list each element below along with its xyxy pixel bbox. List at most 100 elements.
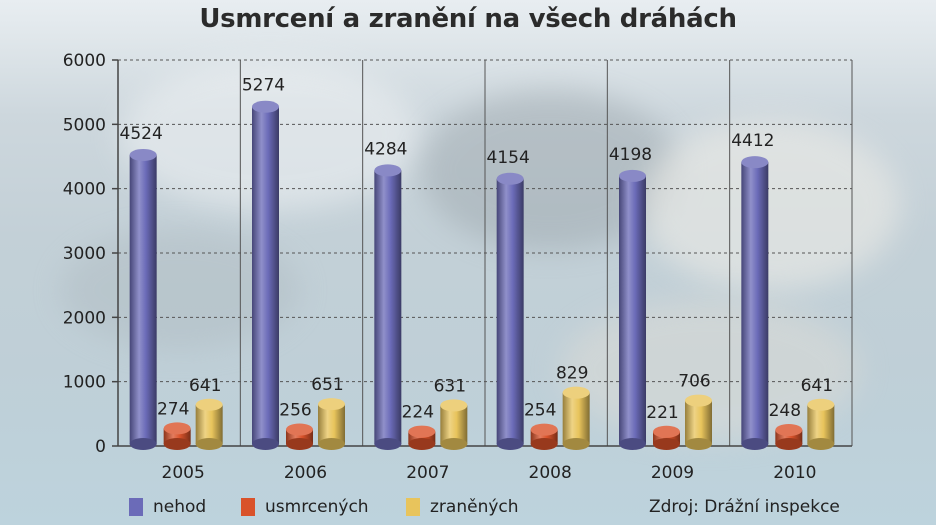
bar-body [741, 162, 769, 445]
bar-body [195, 404, 223, 444]
bar-body [318, 404, 345, 444]
data-label: 641 [189, 376, 221, 396]
bar-base [619, 438, 646, 450]
bar-usmrcených-2009 [653, 425, 680, 450]
bar-usmrcených-2007 [408, 425, 436, 450]
x-tick-label: 2005 [162, 463, 205, 483]
data-label: 274 [157, 399, 189, 419]
bar-base [530, 438, 558, 450]
bar-base [163, 438, 191, 450]
bar-base [496, 438, 524, 450]
y-tick-label: 0 [95, 437, 106, 457]
data-label: 4154 [487, 148, 530, 168]
bar-chart: 0100020003000400050006000452427464120055… [63, 51, 853, 483]
data-label: 706 [678, 372, 710, 392]
bar-body [496, 178, 524, 444]
data-label: 254 [524, 401, 556, 421]
bar-base [286, 438, 313, 450]
bar-top [741, 156, 769, 169]
data-label: 641 [801, 376, 833, 396]
legend-item-zranenych: zraněných [406, 497, 519, 517]
bar-body [685, 400, 712, 444]
data-label: 5274 [242, 76, 285, 96]
chart-title: Usmrcení a zranění na všech dráhách [199, 4, 737, 34]
y-tick-label: 5000 [63, 115, 106, 135]
bar-base [653, 438, 680, 450]
bar-top [562, 386, 590, 399]
bar-base [318, 438, 345, 450]
axes [112, 59, 852, 447]
bar-zraněných-2008 [562, 386, 590, 450]
legend-swatch-nehod [129, 498, 143, 516]
x-tick-label: 2006 [284, 463, 327, 483]
y-tick-label: 1000 [63, 373, 106, 393]
bar-body [619, 175, 646, 445]
bar-nehod-2008 [496, 172, 524, 450]
data-label: 248 [769, 401, 801, 421]
bar-base [252, 438, 279, 450]
bar-top [685, 394, 712, 407]
x-tick-label: 2010 [773, 463, 816, 483]
bar-body [562, 392, 590, 444]
legend-swatch-usmrcenych [241, 498, 255, 516]
bar-top [619, 169, 646, 182]
source-note: Zdroj: Drážní inspekce [649, 497, 840, 517]
legend-item-nehod: nehod [129, 497, 206, 517]
bar-base [685, 438, 712, 450]
y-tick-label: 6000 [63, 51, 106, 71]
legend-label-usmrcenych: usmrcených [265, 497, 369, 517]
bar-base [741, 438, 769, 450]
bar-top [653, 425, 680, 438]
data-label: 631 [434, 376, 466, 396]
bar-body [252, 106, 279, 445]
bar-base [374, 438, 402, 450]
bar-zraněných-2006 [318, 398, 345, 450]
bar-top [318, 398, 345, 411]
bar-usmrcených-2006 [286, 423, 313, 450]
data-label: 256 [279, 401, 311, 421]
legend-swatch-zranenych [406, 498, 420, 516]
bar-nehod-2005 [129, 148, 157, 450]
bar-body [129, 154, 157, 444]
y-tick-label: 4000 [63, 180, 106, 200]
bar-top [807, 398, 835, 411]
bar-top [163, 422, 191, 435]
bar-zraněných-2009 [685, 394, 712, 450]
bar-zraněných-2005 [195, 398, 223, 450]
data-label: 829 [556, 364, 588, 384]
bars [129, 100, 835, 450]
x-tick-label: 2007 [406, 463, 449, 483]
bar-top [374, 164, 402, 177]
x-tick-label: 2008 [529, 463, 572, 483]
legend-item-usmrcenych: usmrcených [241, 497, 369, 517]
bar-base [775, 438, 803, 450]
bar-zraněných-2007 [440, 399, 468, 450]
y-tick-label: 3000 [63, 244, 106, 264]
bar-top [440, 399, 468, 412]
data-label: 651 [311, 375, 343, 395]
bar-body [440, 405, 468, 444]
legend-label-nehod: nehod [153, 497, 207, 517]
data-label: 4198 [609, 145, 652, 165]
data-label: 4524 [120, 124, 163, 144]
data-label: 4284 [364, 139, 407, 159]
bar-zraněných-2010 [807, 398, 835, 450]
bar-top [129, 148, 157, 161]
bar-body [374, 170, 402, 444]
bar-base [129, 438, 157, 450]
bar-nehod-2007 [374, 164, 402, 450]
bar-top [408, 425, 436, 438]
bar-usmrcených-2008 [530, 423, 558, 450]
bar-base [440, 438, 468, 450]
bar-top [530, 423, 558, 436]
bar-top [775, 424, 803, 437]
bar-top [195, 398, 223, 411]
bar-top [286, 423, 313, 436]
x-tick-label: 2009 [651, 463, 694, 483]
y-tick-label: 2000 [63, 308, 106, 328]
bar-top [252, 100, 279, 113]
bar-base [562, 438, 590, 450]
bar-usmrcených-2010 [775, 424, 803, 450]
data-label: 4412 [731, 131, 774, 151]
